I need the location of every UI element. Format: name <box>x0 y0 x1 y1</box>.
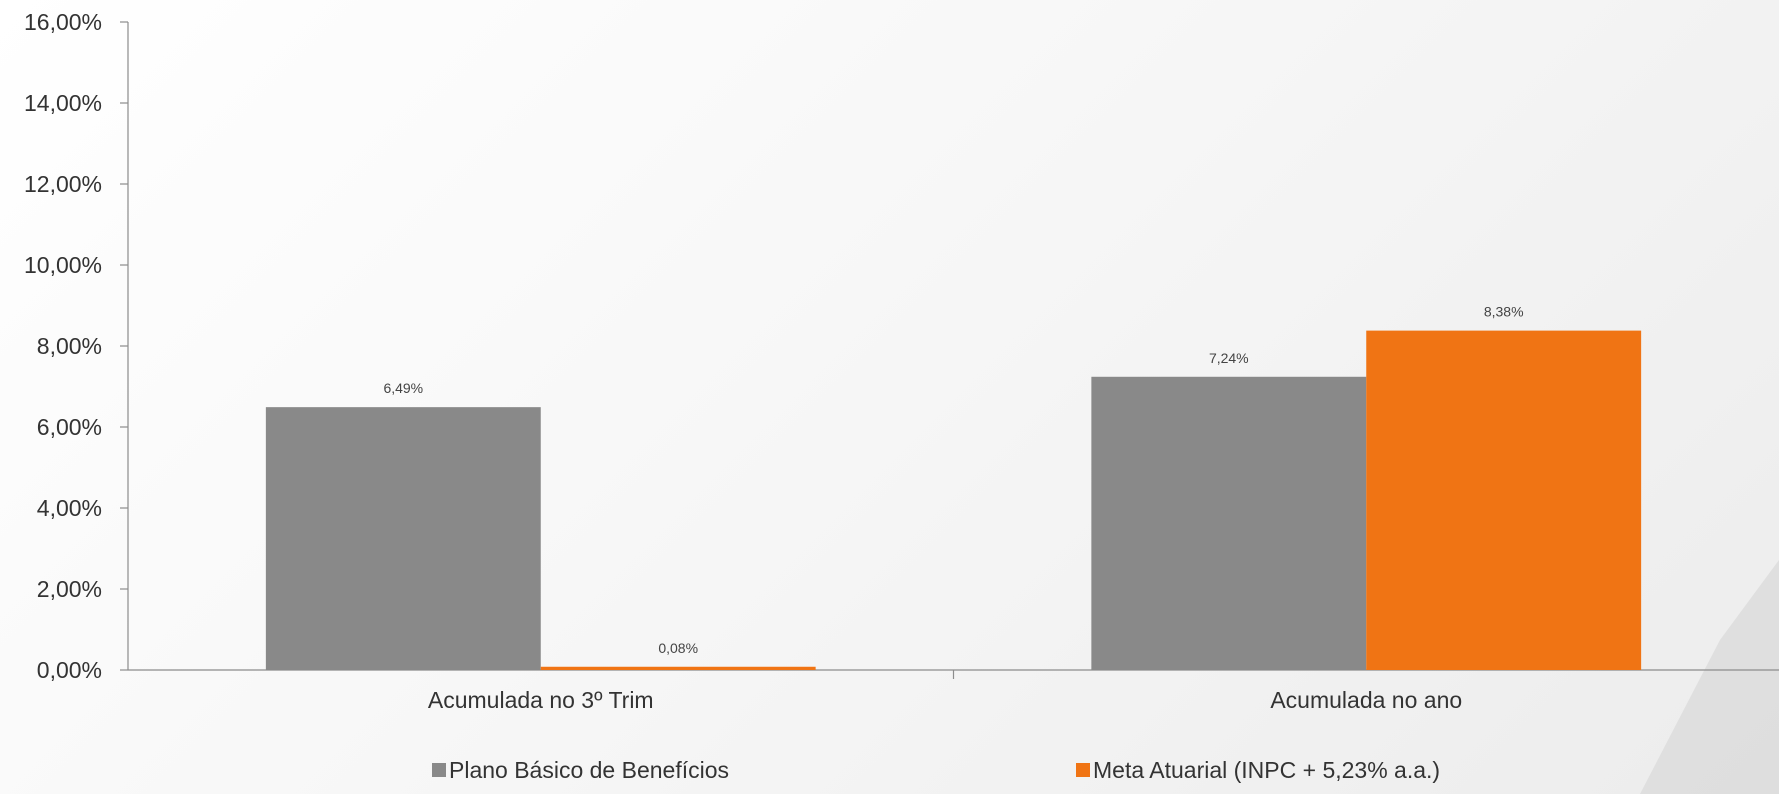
decorative-corner-shape <box>1640 560 1779 794</box>
y-tick-label: 4,00% <box>37 495 102 521</box>
legend-swatch <box>432 763 446 777</box>
x-category-label: Acumulada no ano <box>1270 687 1462 713</box>
bar-meta-atuarial <box>1366 330 1642 670</box>
bar-plano-basico <box>265 407 541 670</box>
bars <box>265 330 1642 670</box>
data-label: 6,49% <box>383 380 423 396</box>
legend-label: Meta Atuarial (INPC + 5,23% a.a.) <box>1093 757 1440 783</box>
y-axis: 0,00% 2,00% 4,00% 6,00% 8,00% 10,00% 12,00% 14,… <box>24 9 129 683</box>
y-tick-label: 6,00% <box>37 414 102 440</box>
data-label: 0,08% <box>658 640 698 656</box>
legend-label: Plano Básico de Benefícios <box>449 757 729 783</box>
legend-swatch <box>1076 763 1090 777</box>
bar-meta-atuarial <box>540 666 816 670</box>
y-tick-label: 14,00% <box>24 90 102 116</box>
data-label: 7,24% <box>1209 350 1249 366</box>
bar-plano-basico <box>1091 376 1367 670</box>
x-category-label: Acumulada no 3º Trim <box>428 687 654 713</box>
x-axis: Acumulada no 3º Trim Acumulada no ano <box>128 669 1779 713</box>
data-label: 8,38% <box>1484 304 1524 320</box>
y-tick-label: 12,00% <box>24 171 102 197</box>
y-tick-label: 10,00% <box>24 252 102 278</box>
y-tick-label: 16,00% <box>24 9 102 35</box>
y-tick-label: 8,00% <box>37 333 102 359</box>
data-labels: 6,49% 0,08% 7,24% 8,38% <box>383 304 1523 656</box>
y-tick-label: 0,00% <box>37 657 102 683</box>
legend: Plano Básico de Benefícios Meta Atuarial … <box>432 757 1440 783</box>
y-tick-label: 2,00% <box>37 576 102 602</box>
